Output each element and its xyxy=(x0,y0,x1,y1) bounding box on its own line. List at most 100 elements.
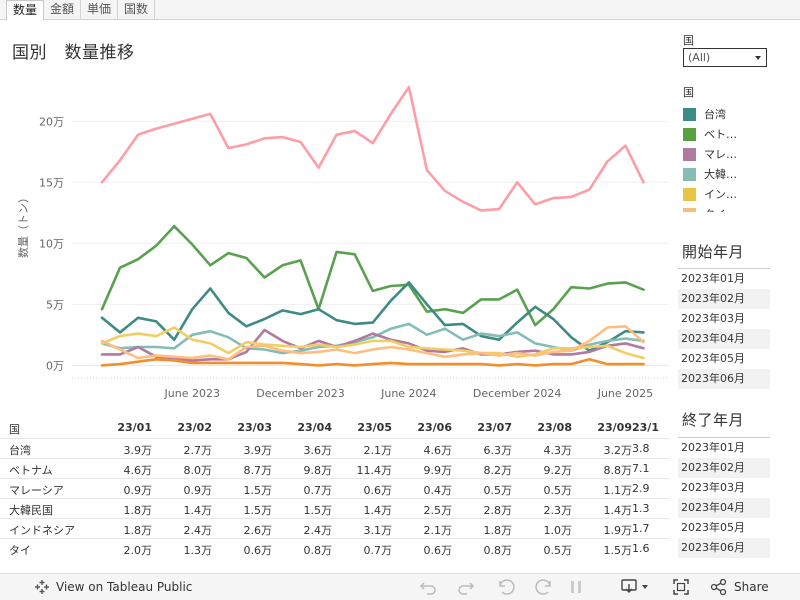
end-month-item[interactable]: 2023年04月 xyxy=(678,498,770,518)
table-cell: 9.9万 xyxy=(423,464,453,477)
series-line xyxy=(100,324,645,361)
divider xyxy=(678,268,770,269)
quantity-table: 国 23/01 23/02 23/03 23/04 23/05 23/06 23… xyxy=(0,418,670,560)
x-tick-label: June 2025 xyxy=(597,387,653,400)
table-header-month: 23/01 xyxy=(117,421,152,434)
chevron-down-icon xyxy=(755,56,761,60)
table-cell: 3.1万 xyxy=(363,524,393,537)
y-tick-label: 10万 xyxy=(39,237,64,250)
table-cell: 8.2万 xyxy=(483,464,513,477)
table-cell: 2.4万 xyxy=(183,524,213,537)
download-icon[interactable] xyxy=(620,578,654,596)
start-month-item[interactable]: 2023年03月 xyxy=(681,312,745,325)
table-cell: 9.8万 xyxy=(303,464,333,477)
legend-label: イン… xyxy=(704,188,737,201)
country-filter-dropdown[interactable]: (All) xyxy=(683,48,767,67)
series-line xyxy=(100,328,645,362)
table-cell: 8.8万 xyxy=(603,464,633,477)
undo-icon[interactable] xyxy=(418,578,438,596)
revert-icon[interactable] xyxy=(496,578,516,596)
series-line xyxy=(100,224,645,327)
table-cell: 1.4万 xyxy=(183,504,213,517)
pause-icon[interactable] xyxy=(568,578,584,596)
table-row-label: マレーシア xyxy=(9,484,64,497)
end-month-item[interactable]: 2023年01月 xyxy=(681,441,745,454)
table-cell: 0.6万 xyxy=(423,544,453,557)
table-cell: 1.3 xyxy=(632,502,650,515)
table-cell: 1.5万 xyxy=(603,544,633,557)
table-cell: 2.9 xyxy=(632,482,650,495)
table-row: タイ 2.0万 1.3万 0.6万 0.8万 0.7万 0.6万 0.8万 0.5万 1.5万 1.… xyxy=(0,538,670,558)
start-month-list: 2023年01月 2023年02月 2023年03月 2023年04月 2023… xyxy=(678,269,770,389)
table-cell: 1.0万 xyxy=(543,524,573,537)
x-tick-label: December 2023 xyxy=(256,387,345,400)
table-cell: 7.1 xyxy=(632,462,650,475)
x-tick-label: June 2023 xyxy=(164,387,220,400)
legend-item-korea[interactable]: 大韓… xyxy=(683,164,773,184)
legend-title: 国 xyxy=(683,86,694,99)
end-month-item[interactable]: 2023年02月 xyxy=(678,458,770,478)
x-tick-label: December 2024 xyxy=(473,387,562,400)
legend-swatch xyxy=(683,107,696,121)
share-button[interactable]: Share xyxy=(710,579,769,595)
start-month-item[interactable]: 2023年04月 xyxy=(678,329,770,349)
legend-item-malaysia[interactable]: マレ… xyxy=(683,144,773,164)
table-cell: 0.5万 xyxy=(543,484,573,497)
table-cell: 2.1万 xyxy=(423,524,453,537)
table-header-month: 23/03 xyxy=(237,421,272,434)
legend-label: タイ xyxy=(704,206,726,212)
table-cell: 1.8万 xyxy=(483,524,513,537)
country-filter-label: 国 xyxy=(683,34,694,47)
end-month-item[interactable]: 2023年06月 xyxy=(678,538,770,558)
divider xyxy=(678,437,770,438)
series-line xyxy=(100,326,645,360)
table-cell: 4.6万 xyxy=(423,444,453,457)
table-cell: 1.1万 xyxy=(603,484,633,497)
start-month-item[interactable]: 2023年06月 xyxy=(678,369,770,389)
legend-item-thailand[interactable]: タイ xyxy=(683,204,773,212)
legend-swatch xyxy=(683,127,696,141)
table-header-month: 23/08 xyxy=(537,421,572,434)
legend-label: 大韓… xyxy=(704,168,737,181)
fullscreen-icon[interactable] xyxy=(672,578,690,596)
table-cell: 8.7万 xyxy=(243,464,273,477)
table-cell: 9.2万 xyxy=(543,464,573,477)
table-cell: 0.4万 xyxy=(423,484,453,497)
view-on-tableau-label: View on Tableau Public xyxy=(56,580,193,594)
end-month-list: 2023年01月 2023年02月 2023年03月 2023年04月 2023… xyxy=(678,438,770,558)
table-cell: 1.4万 xyxy=(363,504,393,517)
end-month-title: 終了年月 xyxy=(682,411,745,429)
legend-label: ベト… xyxy=(704,128,737,141)
legend-swatch xyxy=(683,167,696,181)
legend-label: マレ… xyxy=(704,148,737,161)
table-header-month: 23/09 xyxy=(597,421,632,434)
y-tick-label: 20万 xyxy=(39,115,64,128)
tab-amount[interactable]: 金額 xyxy=(44,0,82,20)
legend-item-indonesia[interactable]: イン… xyxy=(683,184,773,204)
table-cell: 2.8万 xyxy=(483,504,513,517)
end-month-item[interactable]: 2023年03月 xyxy=(681,481,745,494)
start-month-item[interactable]: 2023年02月 xyxy=(678,289,770,309)
tab-country-count[interactable]: 国数 xyxy=(118,0,156,20)
table-cell: 1.8万 xyxy=(123,524,153,537)
table-row-label: 大韓民国 xyxy=(9,504,53,517)
table-cell: 2.0万 xyxy=(123,544,153,557)
redo-icon[interactable] xyxy=(456,578,476,596)
end-month-item[interactable]: 2023年05月 xyxy=(681,521,745,534)
legend-item-vietnam[interactable]: ベト… xyxy=(683,124,773,144)
start-month-item[interactable]: 2023年05月 xyxy=(681,352,745,365)
tab-unit-price[interactable]: 単価 xyxy=(81,0,119,20)
y-tick-label: 5万 xyxy=(46,298,64,311)
tab-quantity[interactable]: 数量 xyxy=(6,0,45,21)
table-cell: 0.9万 xyxy=(123,484,153,497)
refresh-icon[interactable] xyxy=(534,578,554,596)
page-title: 国別 数量推移 xyxy=(12,43,135,63)
share-label: Share xyxy=(734,580,769,594)
legend-item-taiwan[interactable]: 台湾 xyxy=(683,104,773,124)
country-filter-value: (All) xyxy=(688,51,711,64)
color-legend: 台湾 ベト… マレ… 大韓… イン… タイ xyxy=(683,104,773,212)
table-cell: 1.9万 xyxy=(603,524,633,537)
view-on-tableau-link[interactable]: View on Tableau Public xyxy=(34,579,192,595)
start-month-item[interactable]: 2023年01月 xyxy=(681,272,745,285)
table-cell: 3.2万 xyxy=(603,444,633,457)
